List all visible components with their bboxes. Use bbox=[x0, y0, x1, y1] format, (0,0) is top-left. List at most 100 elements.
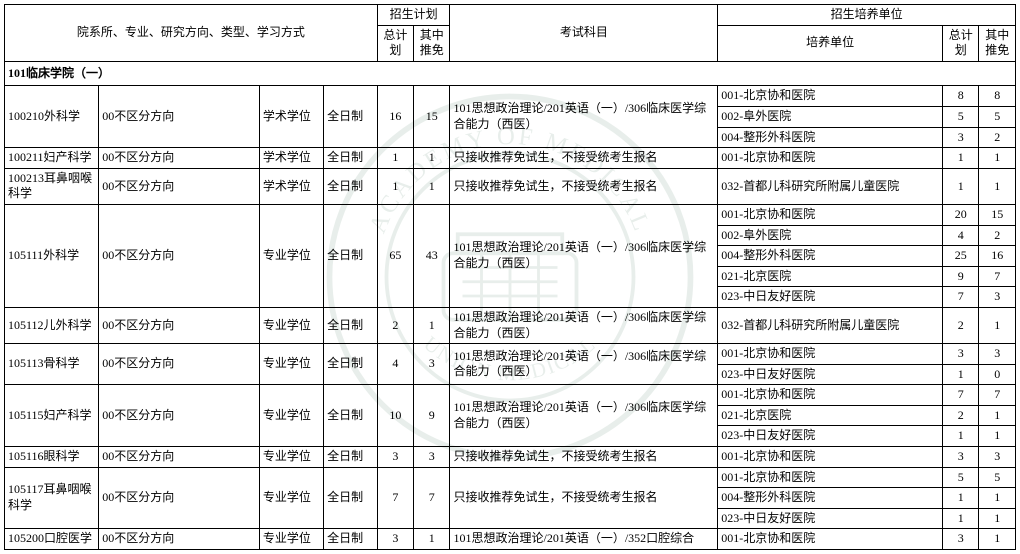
cell-unit-exempt: 3 bbox=[979, 287, 1016, 308]
cell-mode: 全日制 bbox=[324, 344, 378, 385]
cell-mode: 全日制 bbox=[324, 467, 378, 529]
cell-mode: 全日制 bbox=[324, 529, 378, 550]
cell-unit-total: 7 bbox=[943, 385, 979, 406]
cell-unit: 001-北京协和医院 bbox=[718, 529, 943, 550]
cell-unit: 001-北京协和医院 bbox=[718, 344, 943, 365]
hdr-exam: 考试科目 bbox=[450, 5, 718, 62]
cell-unit-exempt: 16 bbox=[979, 246, 1016, 267]
cell-unit-total: 9 bbox=[943, 266, 979, 287]
cell-unit: 032-首都儿科研究所附属儿童医院 bbox=[718, 307, 943, 343]
cell-unit-exempt: 2 bbox=[979, 225, 1016, 246]
cell-unit-exempt: 5 bbox=[979, 106, 1016, 127]
cell-major: 100211妇产科学 bbox=[5, 148, 99, 169]
cell-unit-exempt: 8 bbox=[979, 86, 1016, 107]
cell-type: 学术学位 bbox=[259, 86, 323, 148]
cell-plan-exempt: 1 bbox=[414, 168, 450, 204]
cell-unit-exempt: 1 bbox=[979, 508, 1016, 529]
cell-unit-total: 20 bbox=[943, 204, 979, 225]
cell-unit-exempt: 1 bbox=[979, 426, 1016, 447]
cell-plan-exempt: 1 bbox=[414, 307, 450, 343]
hdr-unit: 培养单位 bbox=[718, 25, 943, 61]
cell-major: 105113骨科学 bbox=[5, 344, 99, 385]
cell-unit-total: 3 bbox=[943, 447, 979, 468]
cell-unit-total: 1 bbox=[943, 168, 979, 204]
cell-major: 100213耳鼻咽喉科学 bbox=[5, 168, 99, 204]
cell-unit-exempt: 7 bbox=[979, 385, 1016, 406]
cell-type: 专业学位 bbox=[259, 529, 323, 550]
cell-direction: 00不区分方向 bbox=[99, 148, 260, 169]
cell-unit-total: 2 bbox=[943, 307, 979, 343]
cell-plan-total: 2 bbox=[377, 307, 413, 343]
cell-direction: 00不区分方向 bbox=[99, 344, 260, 385]
section-header-row: 101临床学院（一） bbox=[5, 61, 1016, 86]
cell-direction: 00不区分方向 bbox=[99, 529, 260, 550]
cell-unit-total: 3 bbox=[943, 344, 979, 365]
cell-mode: 全日制 bbox=[324, 204, 378, 307]
table-row: 105116眼科学00不区分方向专业学位全日制33只接收推荐免试生，不接受统考生… bbox=[5, 447, 1016, 468]
cell-unit: 001-北京协和医院 bbox=[718, 204, 943, 225]
cell-plan-exempt: 1 bbox=[414, 529, 450, 550]
cell-exam: 101思想政治理论/201英语（一）/306临床医学综合能力（西医） bbox=[450, 385, 718, 447]
cell-plan-total: 1 bbox=[377, 168, 413, 204]
cell-plan-exempt: 15 bbox=[414, 86, 450, 148]
cell-exam: 101思想政治理论/201英语（一）/306临床医学综合能力（西医） bbox=[450, 344, 718, 385]
table-row: 105113骨科学00不区分方向专业学位全日制43101思想政治理论/201英语… bbox=[5, 344, 1016, 365]
cell-plan-exempt: 7 bbox=[414, 467, 450, 529]
cell-unit-total: 5 bbox=[943, 106, 979, 127]
cell-unit-exempt: 1 bbox=[979, 148, 1016, 169]
cell-unit: 023-中日友好医院 bbox=[718, 287, 943, 308]
cell-type: 专业学位 bbox=[259, 447, 323, 468]
cell-unit: 021-北京医院 bbox=[718, 405, 943, 426]
cell-major: 105116眼科学 bbox=[5, 447, 99, 468]
cell-unit-total: 1 bbox=[943, 148, 979, 169]
cell-unit-total: 4 bbox=[943, 225, 979, 246]
table-row: 100211妇产科学00不区分方向学术学位全日制11只接收推荐免试生，不接受统考… bbox=[5, 148, 1016, 169]
cell-plan-exempt: 3 bbox=[414, 447, 450, 468]
cell-unit: 023-中日友好医院 bbox=[718, 508, 943, 529]
cell-unit-exempt: 1 bbox=[979, 529, 1016, 550]
cell-unit-exempt: 2 bbox=[979, 127, 1016, 148]
cell-plan-total: 10 bbox=[377, 385, 413, 447]
cell-major: 105112儿外科学 bbox=[5, 307, 99, 343]
cell-exam: 101思想政治理论/201英语（一）/306临床医学综合能力（西医） bbox=[450, 86, 718, 148]
cell-direction: 00不区分方向 bbox=[99, 385, 260, 447]
cell-unit: 021-北京医院 bbox=[718, 266, 943, 287]
table-row: 105111外科学00不区分方向专业学位全日制6543101思想政治理论/201… bbox=[5, 204, 1016, 225]
cell-unit-total: 1 bbox=[943, 364, 979, 385]
cell-exam: 101思想政治理论/201英语（一）/306临床医学综合能力（西医） bbox=[450, 307, 718, 343]
cell-direction: 00不区分方向 bbox=[99, 204, 260, 307]
cell-major: 105111外科学 bbox=[5, 204, 99, 307]
cell-plan-total: 3 bbox=[377, 447, 413, 468]
cell-exam: 101思想政治理论/201英语（一）/352口腔综合 bbox=[450, 529, 718, 550]
cell-type: 专业学位 bbox=[259, 385, 323, 447]
cell-plan-total: 4 bbox=[377, 344, 413, 385]
cell-mode: 全日制 bbox=[324, 385, 378, 447]
hdr-unit-total: 总计划 bbox=[943, 25, 979, 61]
cell-major: 105117耳鼻咽喉科学 bbox=[5, 467, 99, 529]
table-row: 100213耳鼻咽喉科学00不区分方向学术学位全日制11只接收推荐免试生，不接受… bbox=[5, 168, 1016, 204]
cell-unit-exempt: 0 bbox=[979, 364, 1016, 385]
cell-plan-exempt: 43 bbox=[414, 204, 450, 307]
cell-direction: 00不区分方向 bbox=[99, 168, 260, 204]
cell-unit-exempt: 5 bbox=[979, 467, 1016, 488]
cell-unit-exempt: 15 bbox=[979, 204, 1016, 225]
cell-unit-total: 25 bbox=[943, 246, 979, 267]
hdr-unit-exempt: 其中推免 bbox=[979, 25, 1016, 61]
hdr-plan-total: 总计划 bbox=[377, 25, 413, 61]
table-row: 105115妇产科学00不区分方向专业学位全日制109101思想政治理论/201… bbox=[5, 385, 1016, 406]
cell-type: 学术学位 bbox=[259, 148, 323, 169]
cell-unit-total: 3 bbox=[943, 127, 979, 148]
cell-major: 105200口腔医学 bbox=[5, 529, 99, 550]
section-title: 101临床学院（一） bbox=[5, 61, 1016, 86]
cell-direction: 00不区分方向 bbox=[99, 467, 260, 529]
table-row: 100210外科学00不区分方向学术学位全日制1615101思想政治理论/201… bbox=[5, 86, 1016, 107]
cell-plan-exempt: 9 bbox=[414, 385, 450, 447]
cell-mode: 全日制 bbox=[324, 447, 378, 468]
cell-unit: 032-首都儿科研究所附属儿童医院 bbox=[718, 168, 943, 204]
cell-unit-total: 1 bbox=[943, 508, 979, 529]
cell-plan-exempt: 3 bbox=[414, 344, 450, 385]
cell-type: 专业学位 bbox=[259, 204, 323, 307]
cell-plan-total: 65 bbox=[377, 204, 413, 307]
cell-mode: 全日制 bbox=[324, 307, 378, 343]
hdr-plan-group: 招生计划 bbox=[377, 5, 450, 26]
